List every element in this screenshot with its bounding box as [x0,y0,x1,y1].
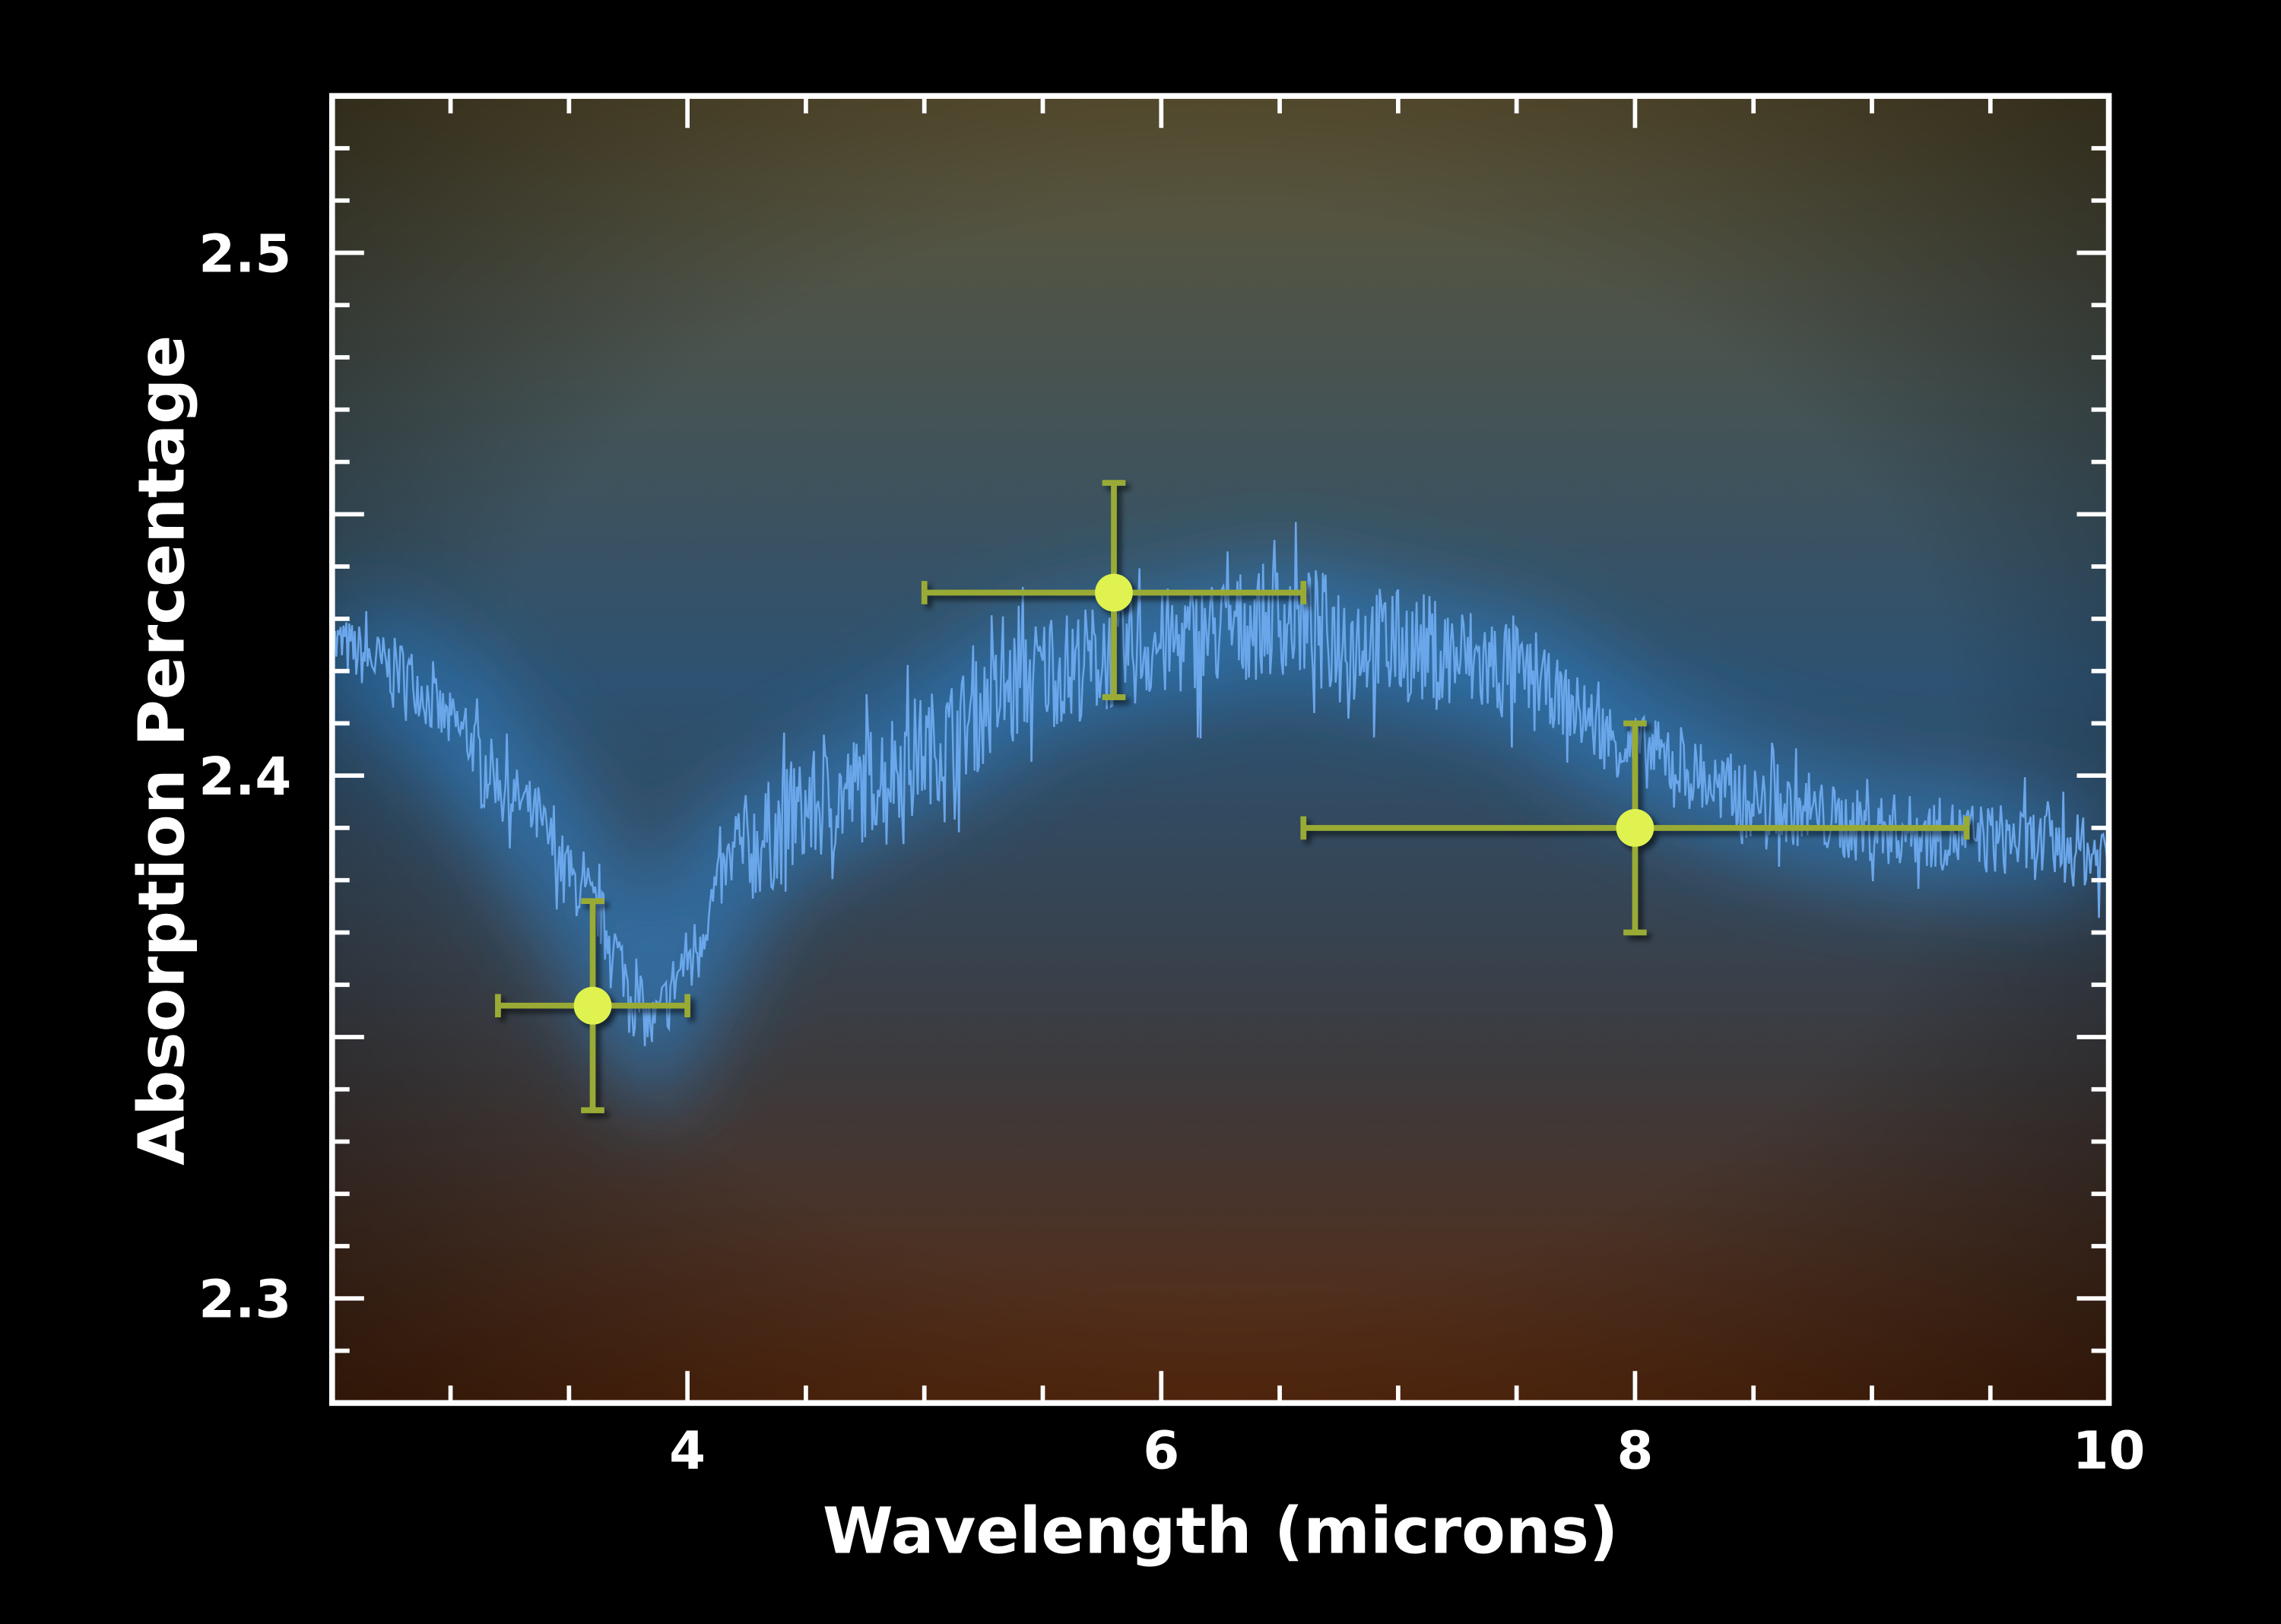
y-tick-label: 2.3 [198,1270,291,1331]
data-point-marker [573,986,612,1025]
measurement-point-2 [921,480,1307,700]
y-tick-label: 2.4 [198,747,291,807]
measurement-point-1 [495,898,690,1114]
data-point-marker [1616,809,1654,847]
x-axis-label: Wavelength (microns) [823,1493,1618,1568]
y-tick-label: 2.5 [198,224,291,284]
tick-labels: 4 6 8 10 2.3 2.4 2.5 [198,224,2145,1481]
x-tick-label: 6 [1143,1420,1179,1481]
measurement-point-3 [1300,720,1970,936]
x-tick-label: 4 [669,1420,706,1481]
y-axis-label: Absorption Percentage [125,335,199,1166]
x-tick-label: 10 [2073,1420,2146,1481]
data-point-marker [1095,573,1133,612]
model-spectrum-line [332,522,2108,1047]
measurement-points [495,480,1970,1114]
x-tick-label: 8 [1616,1420,1653,1481]
plot-frame [328,93,2112,1407]
